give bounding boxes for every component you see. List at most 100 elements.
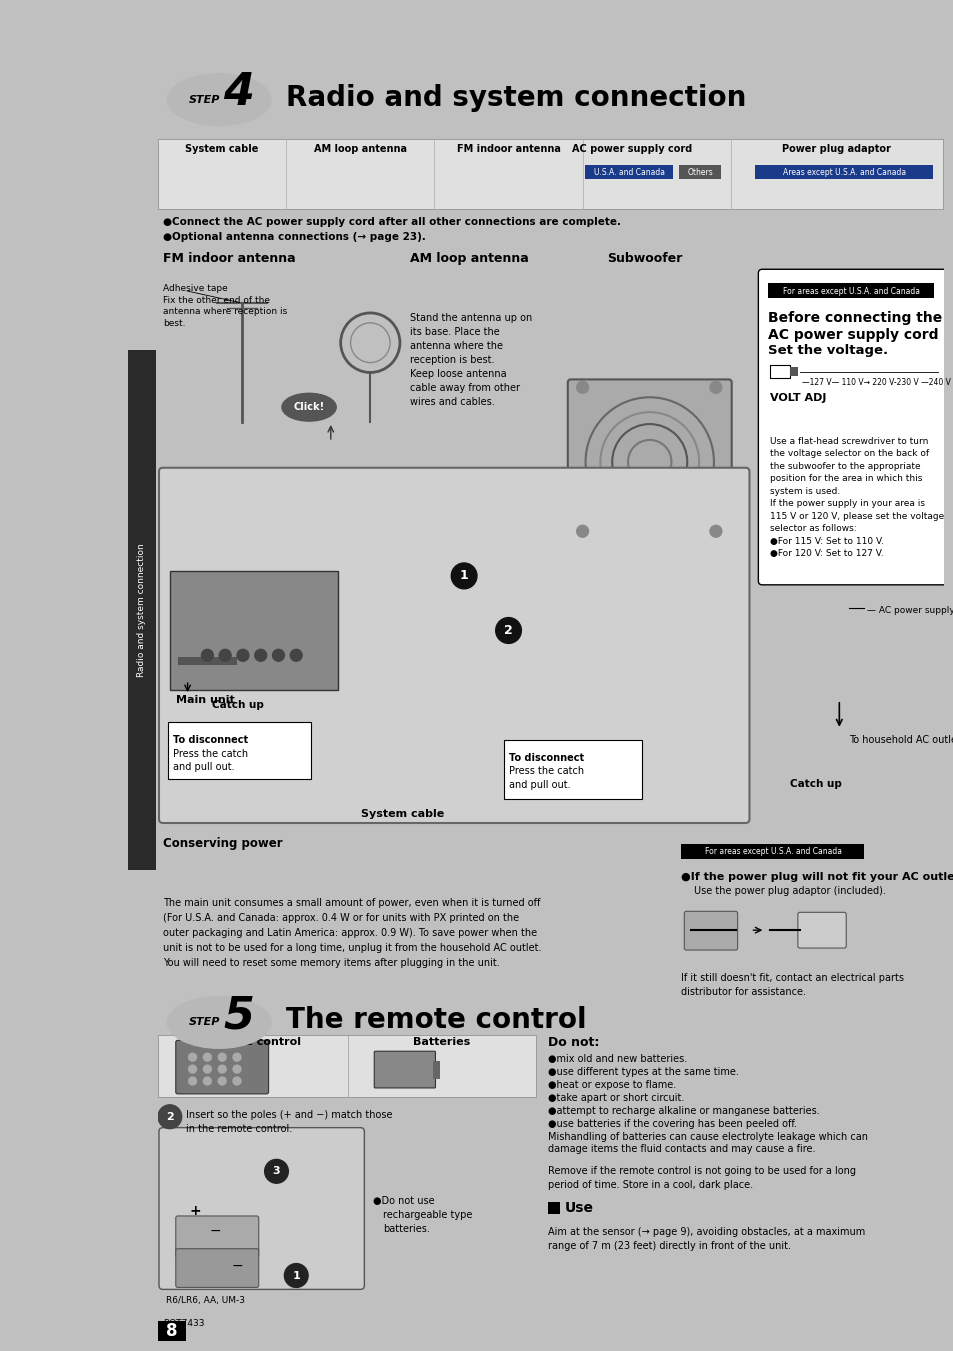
Text: 1: 1 xyxy=(292,1270,300,1281)
Text: in the remote control.: in the remote control. xyxy=(186,1124,292,1133)
Text: Click!: Click! xyxy=(294,403,324,412)
Text: R6/LR6, AA, UM-3: R6/LR6, AA, UM-3 xyxy=(166,1296,245,1305)
FancyBboxPatch shape xyxy=(683,912,737,950)
Circle shape xyxy=(576,526,588,538)
Text: VOLT ADJ: VOLT ADJ xyxy=(769,393,825,404)
FancyBboxPatch shape xyxy=(175,1040,269,1094)
Text: +: + xyxy=(190,1204,201,1219)
Text: For areas except U.S.A. and Canada: For areas except U.S.A. and Canada xyxy=(704,847,841,857)
Text: Fix the other end of the: Fix the other end of the xyxy=(163,296,270,304)
Text: Mishandling of batteries can cause electrolyte leakage which can: Mishandling of batteries can cause elect… xyxy=(547,1132,867,1142)
Text: Before connecting the: Before connecting the xyxy=(767,311,942,324)
Circle shape xyxy=(218,1054,226,1061)
Text: Do not:: Do not: xyxy=(547,1036,598,1048)
Text: U.S.A. and Canada: U.S.A. and Canada xyxy=(593,168,664,177)
Text: Catch up: Catch up xyxy=(789,780,841,789)
FancyBboxPatch shape xyxy=(432,1061,440,1079)
Text: 2: 2 xyxy=(166,1112,173,1121)
Text: ●Optional antenna connections (→ page 23).: ●Optional antenna connections (→ page 23… xyxy=(163,231,425,242)
Circle shape xyxy=(709,526,721,538)
FancyBboxPatch shape xyxy=(159,1128,364,1289)
Text: range of 7 m (23 feet) directly in front of the unit.: range of 7 m (23 feet) directly in front… xyxy=(547,1240,790,1251)
FancyBboxPatch shape xyxy=(503,739,641,800)
Text: To disconnect: To disconnect xyxy=(172,735,248,744)
Text: —127 V— 110 V→ 220 V-230 V —240 V: —127 V— 110 V→ 220 V-230 V —240 V xyxy=(801,378,950,386)
Text: Areas except U.S.A. and Canada: Areas except U.S.A. and Canada xyxy=(781,168,905,177)
Text: ●take apart or short circuit.: ●take apart or short circuit. xyxy=(547,1093,683,1102)
Ellipse shape xyxy=(282,393,335,422)
Text: Main unit: Main unit xyxy=(175,694,234,705)
Text: System cable: System cable xyxy=(361,809,444,819)
FancyBboxPatch shape xyxy=(175,1216,258,1258)
Text: ●heat or expose to flame.: ●heat or expose to flame. xyxy=(547,1079,676,1090)
Text: Use a flat-head screwdriver to turn
the voltage selector on the back of
the subw: Use a flat-head screwdriver to turn the … xyxy=(769,436,943,558)
Text: STEP: STEP xyxy=(189,95,220,104)
Text: −: − xyxy=(231,1259,243,1273)
Text: antenna where reception is: antenna where reception is xyxy=(163,308,287,316)
Text: The main unit consumes a small amount of power, even when it is turned off
(For : The main unit consumes a small amount of… xyxy=(163,898,541,967)
FancyBboxPatch shape xyxy=(769,365,789,378)
FancyBboxPatch shape xyxy=(159,467,749,823)
Circle shape xyxy=(233,1054,241,1061)
Circle shape xyxy=(218,1065,226,1073)
Text: Set the voltage.: Set the voltage. xyxy=(767,345,887,357)
Text: 4: 4 xyxy=(223,72,254,113)
Circle shape xyxy=(264,1159,288,1183)
Text: Power plug adaptor: Power plug adaptor xyxy=(781,145,890,154)
Text: Batteries: Batteries xyxy=(413,1038,470,1047)
Text: To disconnect: To disconnect xyxy=(508,753,583,762)
Circle shape xyxy=(189,1065,196,1073)
FancyBboxPatch shape xyxy=(168,721,311,780)
Text: AM loop antenna: AM loop antenna xyxy=(410,251,528,265)
Circle shape xyxy=(189,1054,196,1061)
Text: −: − xyxy=(210,1224,221,1238)
Text: ●Connect the AC power supply cord after all other connections are complete.: ●Connect the AC power supply cord after … xyxy=(163,216,620,227)
FancyBboxPatch shape xyxy=(158,139,942,209)
Circle shape xyxy=(203,1065,212,1073)
Circle shape xyxy=(158,1105,181,1128)
FancyBboxPatch shape xyxy=(767,284,933,299)
Text: 5: 5 xyxy=(223,994,254,1038)
Circle shape xyxy=(203,1077,212,1085)
Circle shape xyxy=(218,1077,226,1085)
Text: period of time. Store in a cool, dark place.: period of time. Store in a cool, dark pl… xyxy=(547,1181,752,1190)
Text: and pull out.: and pull out. xyxy=(172,762,234,773)
Text: Press the catch: Press the catch xyxy=(172,748,248,758)
Circle shape xyxy=(219,650,231,661)
Circle shape xyxy=(254,650,266,661)
Circle shape xyxy=(189,1077,196,1085)
FancyBboxPatch shape xyxy=(584,165,673,178)
Text: RQT7433: RQT7433 xyxy=(163,1319,204,1328)
Text: Stand the antenna up on
its base. Place the
antenna where the
reception is best.: Stand the antenna up on its base. Place … xyxy=(410,313,532,407)
Text: Aim at the sensor (→ page 9), avoiding obstacles, at a maximum: Aim at the sensor (→ page 9), avoiding o… xyxy=(547,1227,864,1238)
Circle shape xyxy=(233,1077,241,1085)
Text: FM indoor antenna: FM indoor antenna xyxy=(456,145,560,154)
Circle shape xyxy=(203,1054,212,1061)
Text: Remote control: Remote control xyxy=(205,1038,300,1047)
Text: If it still doesn't fit, contact an electrical parts: If it still doesn't fit, contact an elec… xyxy=(680,973,903,982)
Text: 2: 2 xyxy=(503,624,513,636)
Text: ●use different types at the same time.: ●use different types at the same time. xyxy=(547,1067,739,1077)
Text: ●attempt to recharge alkaline or manganese batteries.: ●attempt to recharge alkaline or mangane… xyxy=(547,1105,819,1116)
Text: Subwoofer: Subwoofer xyxy=(607,251,682,265)
FancyBboxPatch shape xyxy=(158,1321,186,1342)
Circle shape xyxy=(233,1065,241,1073)
Text: Remove if the remote control is not going to be used for a long: Remove if the remote control is not goin… xyxy=(547,1166,855,1177)
Text: Catch up: Catch up xyxy=(213,700,264,709)
Text: AC power supply cord: AC power supply cord xyxy=(571,145,691,154)
Text: Conserving power: Conserving power xyxy=(163,838,282,850)
Text: Others: Others xyxy=(686,168,712,177)
Text: — AC power supply cord: — AC power supply cord xyxy=(866,607,953,615)
Text: 1: 1 xyxy=(459,569,468,582)
Circle shape xyxy=(709,381,721,393)
FancyBboxPatch shape xyxy=(680,844,863,859)
Text: ●use batteries if the covering has been peeled off.: ●use batteries if the covering has been … xyxy=(547,1119,796,1128)
Text: ●mix old and new batteries.: ●mix old and new batteries. xyxy=(547,1054,686,1065)
FancyBboxPatch shape xyxy=(175,1248,258,1288)
FancyBboxPatch shape xyxy=(158,1035,536,1097)
Text: For areas except U.S.A. and Canada: For areas except U.S.A. and Canada xyxy=(781,286,919,296)
Text: rechargeable type: rechargeable type xyxy=(383,1210,472,1220)
Ellipse shape xyxy=(167,997,271,1048)
Text: AM loop antenna: AM loop antenna xyxy=(314,145,407,154)
Circle shape xyxy=(451,563,476,589)
